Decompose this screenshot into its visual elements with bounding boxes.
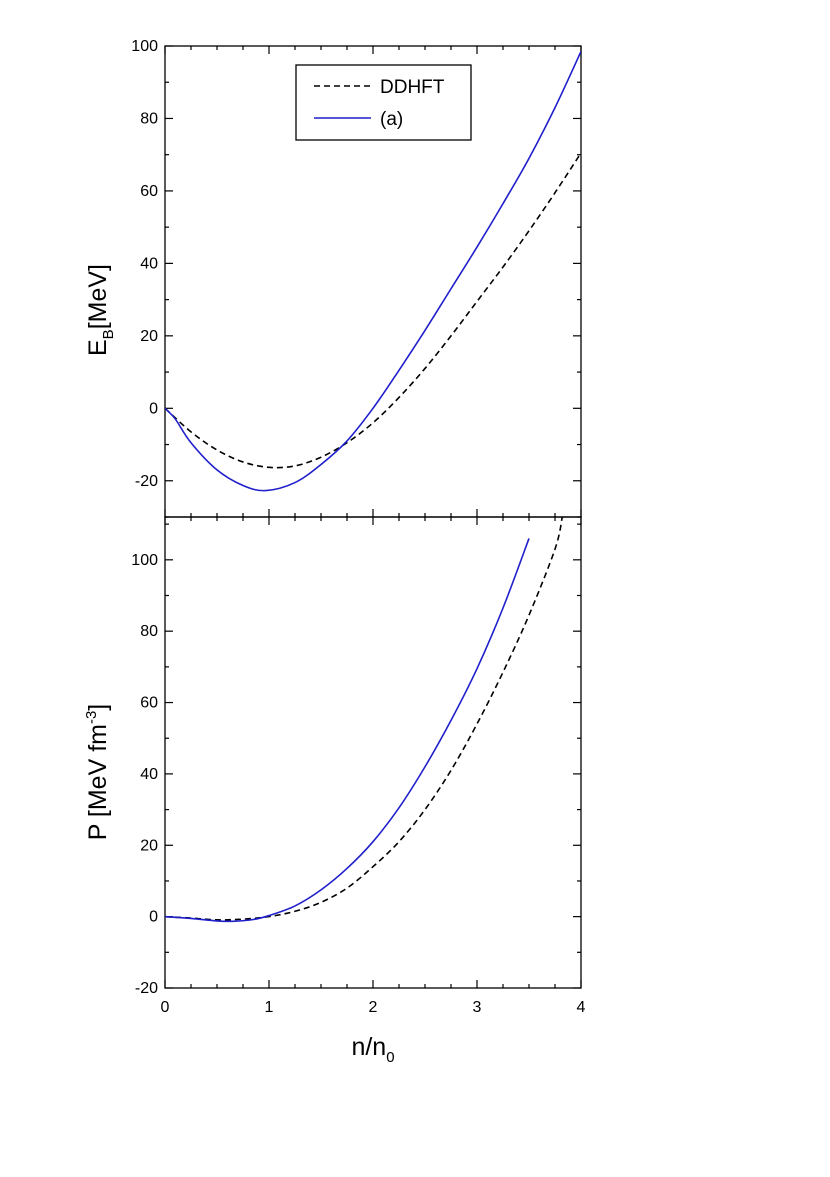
energy-series-ddhft: [165, 152, 581, 469]
energy-panel: -20 0 20 40 60 80 100 EB[MeV] DDHFT (a): [84, 38, 582, 518]
pressure-series-ddhft: [165, 517, 564, 921]
energy-y-axis-title: EB[MeV]: [84, 264, 117, 356]
pressure-curves: [165, 517, 564, 923]
pressure-series-a: [165, 538, 530, 923]
x-tick-label: 0: [161, 999, 170, 1016]
energy-y-tick-label: 40: [140, 255, 158, 272]
energy-y-tick-label: -20: [135, 473, 158, 490]
x-tick-label: 4: [577, 999, 586, 1016]
x-title-sub: 0: [386, 1049, 394, 1066]
energy-y-ticks: -20 0 20 40 60 80 100: [131, 38, 581, 518]
energy-series-a: [165, 51, 581, 492]
energy-x-ticks: [164, 46, 582, 517]
legend-label-a: (a): [380, 109, 403, 130]
energy-y-title-rest: [MeV]: [84, 264, 112, 329]
pressure-y-title-main: P [MeV fm: [84, 724, 112, 840]
pressure-y-ticks: -20 0 20 40 60 80 100: [131, 523, 581, 997]
legend: DDHFT (a): [295, 64, 472, 141]
pressure-y-tick-label: 60: [140, 695, 158, 712]
energy-y-title-sub: B: [100, 329, 117, 339]
energy-y-tick-label: 0: [149, 400, 158, 417]
energy-y-tick-label: 100: [131, 38, 158, 55]
energy-y-tick-label: 60: [140, 183, 158, 200]
pressure-y-tick-label: 100: [131, 552, 158, 569]
x-tick-label: 1: [265, 999, 274, 1016]
x-axis-title: n/n0: [351, 1033, 394, 1066]
pressure-y-title-rest: ]: [84, 704, 112, 711]
energy-y-tick-label: 20: [140, 328, 158, 345]
legend-label-ddhft: DDHFT: [380, 77, 445, 98]
energy-y-tick-label: 80: [140, 110, 158, 127]
legend-box: [295, 64, 472, 141]
energy-curves: [165, 51, 581, 492]
energy-y-title-main: E: [84, 339, 112, 356]
pressure-y-title-sup: -3: [83, 711, 100, 724]
x-tick-label: 3: [473, 999, 482, 1016]
pressure-y-tick-label: 0: [149, 909, 158, 926]
pressure-y-tick-label: 80: [140, 623, 158, 640]
pressure-y-axis-title: P [MeV fm-3]: [83, 704, 112, 841]
pressure-x-ticks: 0 1 2 3 4: [161, 517, 586, 1016]
pressure-y-tick-label: 20: [140, 837, 158, 854]
pressure-y-tick-label: -20: [135, 980, 158, 997]
x-tick-label: 2: [369, 999, 378, 1016]
x-title-main: n/n: [351, 1033, 386, 1061]
pressure-y-tick-label: 40: [140, 766, 158, 783]
